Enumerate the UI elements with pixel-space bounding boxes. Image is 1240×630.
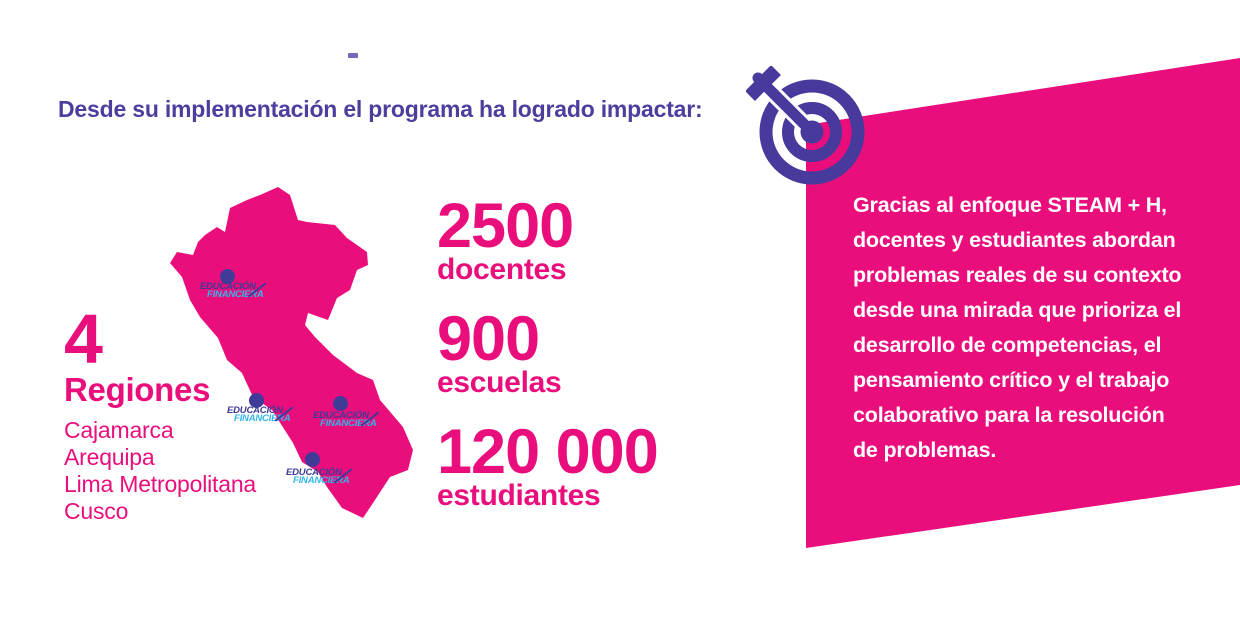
- map-marker-dot: [305, 452, 320, 467]
- stat-estudiantes: 120 000 estudiantes: [437, 417, 659, 512]
- logo-line-1: EDUCACIÓN: [200, 281, 256, 292]
- stat-docentes: 2500 docentes: [437, 191, 574, 286]
- map-marker-dot: [220, 269, 235, 284]
- regions-title: Regiones: [64, 371, 211, 408]
- regions-count: 4: [64, 300, 103, 378]
- educacion-financiera-logo: EDUCACIÓN FINANCIERA: [286, 467, 352, 486]
- logo-line-1: EDUCACIÓN: [227, 405, 283, 416]
- region-item: Arequipa: [64, 444, 155, 470]
- steam-callout-block: Gracias al enfoque STEAM + H, docentes y…: [806, 58, 1240, 548]
- stat-label: escuelas: [437, 366, 562, 399]
- region-item: Cusco: [64, 498, 129, 524]
- educacion-financiera-logo: EDUCACIÓN FINANCIERA: [227, 405, 293, 424]
- stray-mark-icon: [348, 53, 358, 58]
- stat-value: 120 000: [437, 417, 659, 487]
- steam-callout-text: Gracias al enfoque STEAM + H, docentes y…: [853, 193, 1182, 462]
- regions-summary: 4 Regiones Cajamarca Arequipa Lima Metro…: [64, 300, 256, 525]
- logo-line-1: EDUCACIÓN: [313, 410, 369, 421]
- region-item: Cajamarca: [64, 417, 174, 443]
- stat-value: 900: [437, 304, 540, 374]
- logo-line-2: FINANCIERA: [320, 418, 377, 429]
- stat-escuelas: 900 escuelas: [437, 304, 562, 399]
- region-item: Lima Metropolitana: [64, 471, 257, 497]
- peru-map: EDUCACIÓN FINANCIERA EDUCACIÓN FINANCIER…: [170, 185, 425, 530]
- logo-line-2: FINANCIERA: [293, 475, 350, 486]
- regions-list: Cajamarca Arequipa Lima Metropolitana Cu…: [64, 417, 256, 525]
- educacion-financiera-logo: EDUCACIÓN FINANCIERA: [200, 281, 266, 300]
- target-dart-icon: [746, 66, 865, 185]
- stat-value: 2500: [437, 191, 574, 261]
- map-marker-dot: [333, 396, 348, 411]
- stat-label: estudiantes: [437, 479, 601, 512]
- logo-line-2: FINANCIERA: [234, 413, 291, 424]
- page-title: Desde su implementación el programa ha l…: [58, 96, 703, 122]
- educacion-financiera-logo: EDUCACIÓN FINANCIERA: [313, 410, 379, 429]
- logo-line-2: FINANCIERA: [207, 289, 264, 300]
- logo-line-1: EDUCACIÓN: [286, 467, 342, 478]
- stat-label: docentes: [437, 253, 567, 286]
- map-marker-dot: [249, 393, 264, 408]
